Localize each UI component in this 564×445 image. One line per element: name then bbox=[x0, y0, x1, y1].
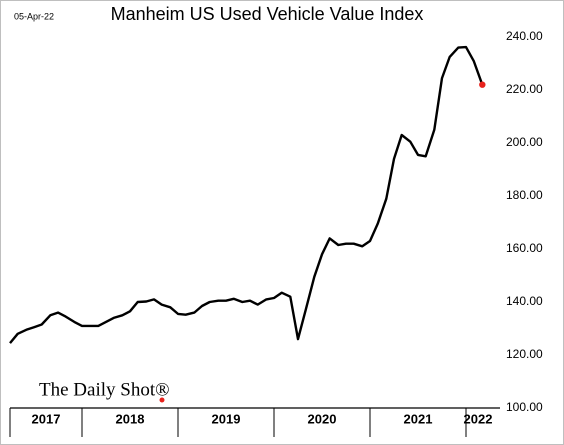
y-tick-label: 100.00 bbox=[506, 400, 543, 414]
date-label: 05-Apr-22 bbox=[14, 11, 54, 21]
line bbox=[9, 45, 484, 344]
y-tick-label: 140.00 bbox=[506, 294, 543, 308]
y-tick-label: 200.00 bbox=[506, 135, 543, 149]
chart-title: Manheim US Used Vehicle Value Index bbox=[111, 4, 424, 24]
x-tick-label: 2020 bbox=[308, 411, 337, 426]
x-tick-label: 2019 bbox=[212, 411, 241, 426]
y-tick-label: 240.00 bbox=[506, 29, 543, 43]
x-tick-label: 2021 bbox=[404, 411, 433, 426]
y-tick-label: 120.00 bbox=[506, 347, 543, 361]
x-tick-label: 2018 bbox=[116, 411, 145, 426]
y-tick-label: 220.00 bbox=[506, 82, 543, 96]
x-tick-label: 2022 bbox=[464, 411, 493, 426]
y-tick-label: 160.00 bbox=[506, 241, 543, 255]
watermark: The Daily Shot® bbox=[39, 379, 170, 400]
last-point bbox=[479, 81, 486, 88]
x-tick-label: 2017 bbox=[32, 411, 61, 426]
watermark-dot bbox=[159, 397, 165, 403]
y-tick-label: 180.00 bbox=[506, 188, 543, 202]
